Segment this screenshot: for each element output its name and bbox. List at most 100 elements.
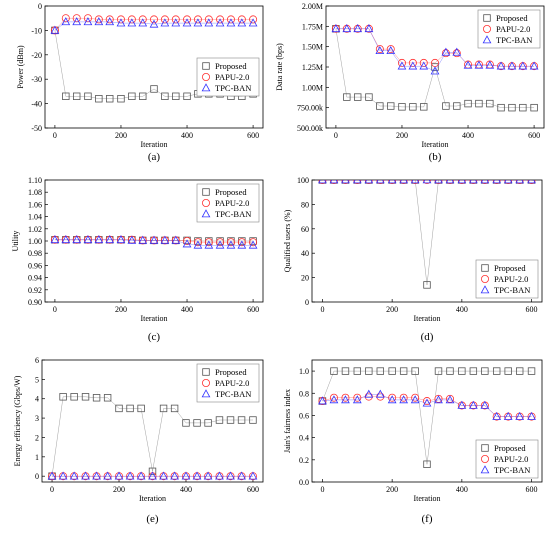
x-tick-label: 400 [181, 305, 193, 314]
data-point [182, 419, 190, 427]
x-tick-label: 600 [247, 305, 259, 314]
panel-b: 0 200 400 600 500.00k 750.00k 1.00M 1.25M 1.50M 1… [275, 2, 545, 163]
data-point [59, 393, 67, 401]
data-point [204, 240, 214, 249]
data-point [457, 180, 467, 184]
data-point [105, 15, 114, 24]
series-tpc-ban [47, 471, 258, 480]
panel-caption: (c) [148, 331, 161, 343]
y-tick-label: 0 [35, 472, 39, 481]
legend-entry: TPC-BAN [215, 389, 251, 399]
x-tick-label: 600 [526, 485, 538, 494]
data-point [116, 235, 126, 244]
data-point [83, 235, 93, 244]
data-point [318, 180, 327, 184]
data-point [127, 235, 137, 244]
y-tick-label: 40 [301, 249, 309, 258]
y-tick-label: 4 [35, 395, 39, 404]
legend-marker [482, 35, 492, 44]
data-point [434, 180, 443, 184]
x-tick-label: 400 [456, 485, 468, 494]
y-tick-label: 20 [301, 274, 309, 283]
data-point [515, 411, 525, 420]
data-point [410, 180, 420, 184]
y-tick-label: -20 [31, 51, 42, 60]
legend-entry: Proposed [215, 367, 247, 377]
y-tick-label: 1.08 [28, 188, 42, 197]
panel-caption: (d) [421, 331, 434, 343]
x-axis-label: Iteration [413, 314, 440, 323]
data-point [226, 471, 235, 480]
data-point [72, 235, 82, 244]
series-line [322, 370, 532, 465]
legend-box [475, 259, 539, 299]
x-axis-label: Iteration [413, 494, 440, 503]
data-point [215, 416, 224, 424]
legend-entry: TPC-BAN [496, 35, 532, 45]
data-point [248, 18, 258, 27]
x-axis-label: Iteration [140, 314, 167, 323]
panel-d: 0 200 400 600 0 20 40 60 80 100 Iteration Qualified… [283, 176, 543, 343]
y-tick-label: 1.25M [302, 63, 323, 72]
data-point [503, 411, 513, 420]
data-point [463, 60, 473, 69]
data-point [445, 395, 455, 404]
data-point [193, 238, 202, 247]
data-point [397, 58, 406, 67]
data-point [83, 17, 93, 26]
y-axis-label: Data rate (bps) [275, 43, 284, 91]
legend-box [477, 9, 541, 49]
legend-entry: PAPU-2.0 [494, 454, 528, 464]
data-point [95, 95, 103, 103]
y-tick-label: 3 [35, 414, 39, 423]
data-point [468, 400, 478, 409]
data-point [441, 47, 451, 56]
panel-caption: (e) [146, 513, 159, 525]
data-point [138, 18, 148, 27]
y-tick-label: 60 [301, 225, 309, 234]
data-point [125, 471, 135, 480]
data-point [329, 395, 339, 404]
data-point [341, 393, 350, 402]
data-point [50, 235, 60, 244]
data-point [411, 367, 419, 375]
data-point [408, 61, 418, 70]
data-point [441, 49, 450, 58]
data-point [411, 180, 420, 184]
panel-f: 0 200 400 600 0.0 0.2 0.4 0.6 0.8 1.0 Iteration Jai… [283, 359, 543, 525]
data-point [72, 17, 82, 26]
y-tick-label: 5 [35, 375, 39, 384]
data-point [50, 25, 60, 34]
data-point [81, 471, 90, 480]
data-point [422, 398, 432, 407]
data-point [468, 180, 478, 184]
data-point [226, 240, 236, 249]
data-point [193, 240, 203, 249]
data-point [138, 235, 148, 244]
data-point [485, 60, 495, 69]
data-point [354, 93, 362, 101]
data-point [149, 15, 158, 24]
data-point [457, 180, 466, 184]
x-tick-label: 0 [53, 131, 57, 140]
data-point [364, 180, 373, 184]
data-point [237, 416, 246, 424]
series-tpc-ban [318, 180, 536, 184]
y-tick-label: 0.4 [299, 434, 309, 443]
series-line [54, 21, 254, 31]
legend-marker [202, 62, 210, 70]
data-point [192, 471, 202, 480]
data-point [364, 24, 374, 33]
data-point [61, 17, 71, 26]
data-point [397, 61, 407, 70]
data-point [136, 471, 146, 480]
data-point [527, 180, 536, 184]
data-point [508, 103, 516, 112]
data-point [159, 404, 168, 413]
data-point [519, 103, 527, 112]
